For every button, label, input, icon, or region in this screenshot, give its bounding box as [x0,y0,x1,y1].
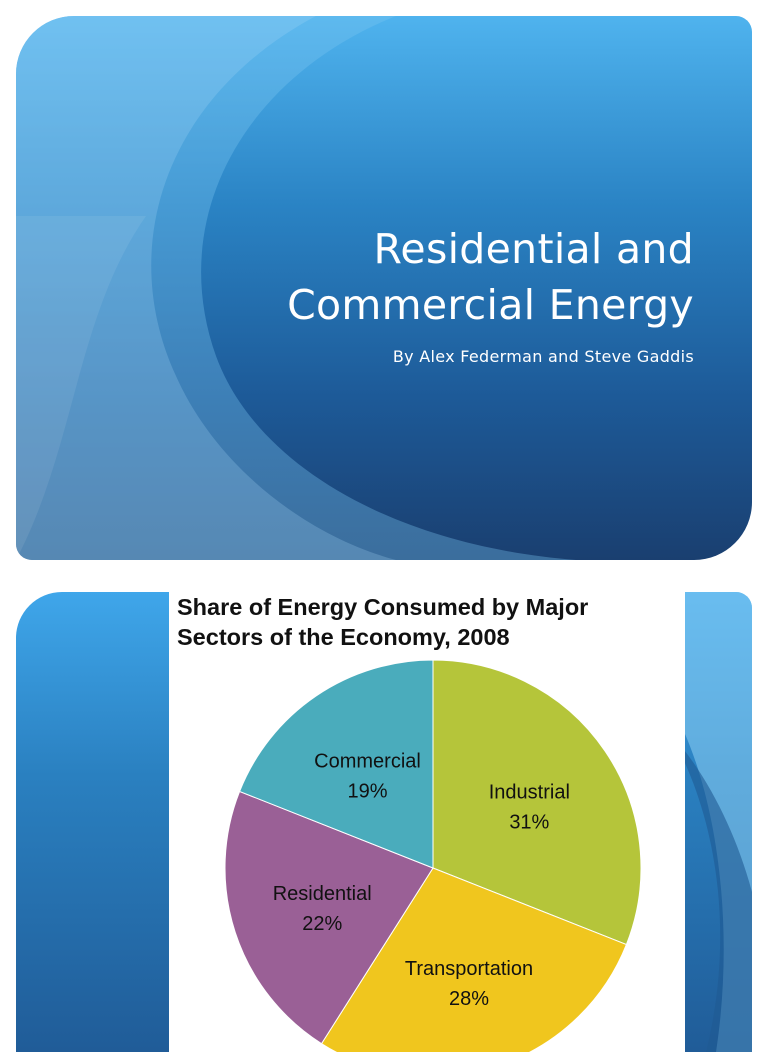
chart-panel: Share of Energy Consumed by Major Sector… [169,592,685,1052]
slice-value-transportation: 28% [449,988,489,1010]
slice-value-residential: 22% [302,913,342,935]
slice-label-industrial: Industrial [489,782,570,804]
chart-slide: Share of Energy Consumed by Major Sector… [16,592,752,1052]
chart-title: Share of Energy Consumed by Major Sector… [177,592,677,652]
title-slide: Residential and Commercial Energy By Ale… [16,16,752,560]
pie-slice-industrial [432,659,642,946]
slide-title-line-1: Residential and [373,225,694,273]
slide-title-line-2: Commercial Energy [287,281,694,329]
slice-label-transportation: Transportation [405,958,533,980]
pie-slice-commercial [238,659,434,869]
slice-value-industrial: 31% [509,812,549,834]
decorative-swoosh [16,16,576,560]
pie-slice-transportation [320,867,628,1052]
decorative-swoosh-right [669,592,752,1052]
pie-chart: Industrial 31% Transportation 28% Residentia… [224,659,642,1052]
slide-subtitle: By Alex Federman and Steve Gaddis [392,347,694,366]
slice-label-residential: Residential [273,883,372,905]
chart-title-line-2: Sectors of the Economy, 2008 [177,624,510,650]
title-block: Residential and Commercial Energy By Ale… [287,221,694,366]
slice-label-commercial: Commercial [314,751,421,773]
chart-title-line-1: Share of Energy Consumed by Major [177,594,589,620]
slice-value-commercial: 19% [348,781,388,803]
